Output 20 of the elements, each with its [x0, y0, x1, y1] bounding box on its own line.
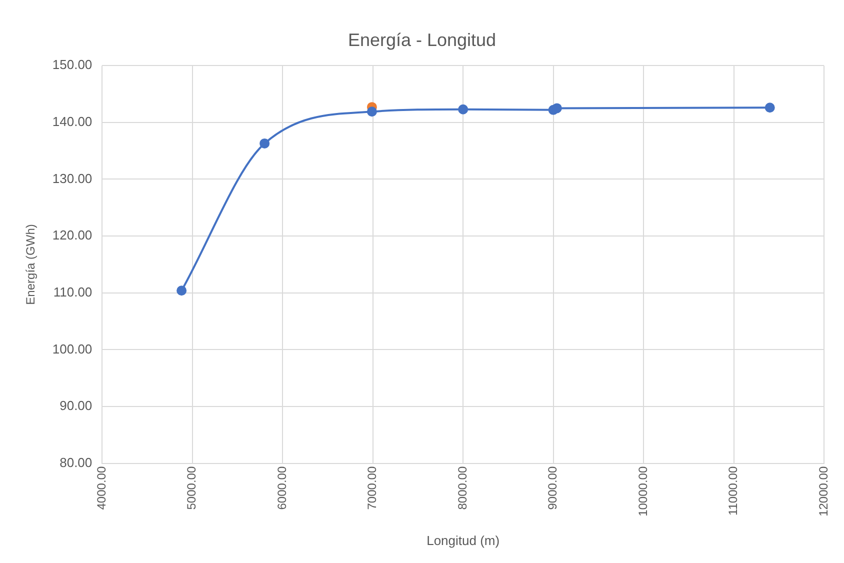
x-tick-label: 12000.00	[816, 466, 830, 516]
y-tick-label: 100.00	[52, 341, 92, 356]
x-tick-label: 9000.00	[546, 466, 560, 510]
x-tick-label: 5000.00	[184, 466, 199, 510]
y-tick-label: 110.00	[53, 284, 92, 300]
y-tick-label: 150.00	[52, 57, 92, 72]
y-tick-label: 90.00	[60, 398, 92, 414]
x-tick-label: 10000.00	[636, 466, 650, 516]
y-tick-label: 140.00	[52, 114, 92, 129]
chart-title: Energía - Longitud	[348, 30, 496, 50]
y-tick-label: 80.00	[60, 454, 92, 470]
x-tick-label: 4000.00	[94, 466, 108, 510]
x-tick-label: 7000.00	[365, 466, 380, 510]
y-axis-title: Energía (GWh)	[24, 224, 38, 305]
x-axis-title: Longitud (m)	[426, 532, 500, 548]
y-tick-label: 130.00	[52, 170, 92, 186]
y-tick-label: 120.00	[52, 228, 92, 243]
x-tick-label: 8000.00	[455, 466, 470, 510]
x-tick-label: 6000.00	[274, 466, 289, 510]
x-tick-label: 11000.00	[726, 466, 740, 516]
